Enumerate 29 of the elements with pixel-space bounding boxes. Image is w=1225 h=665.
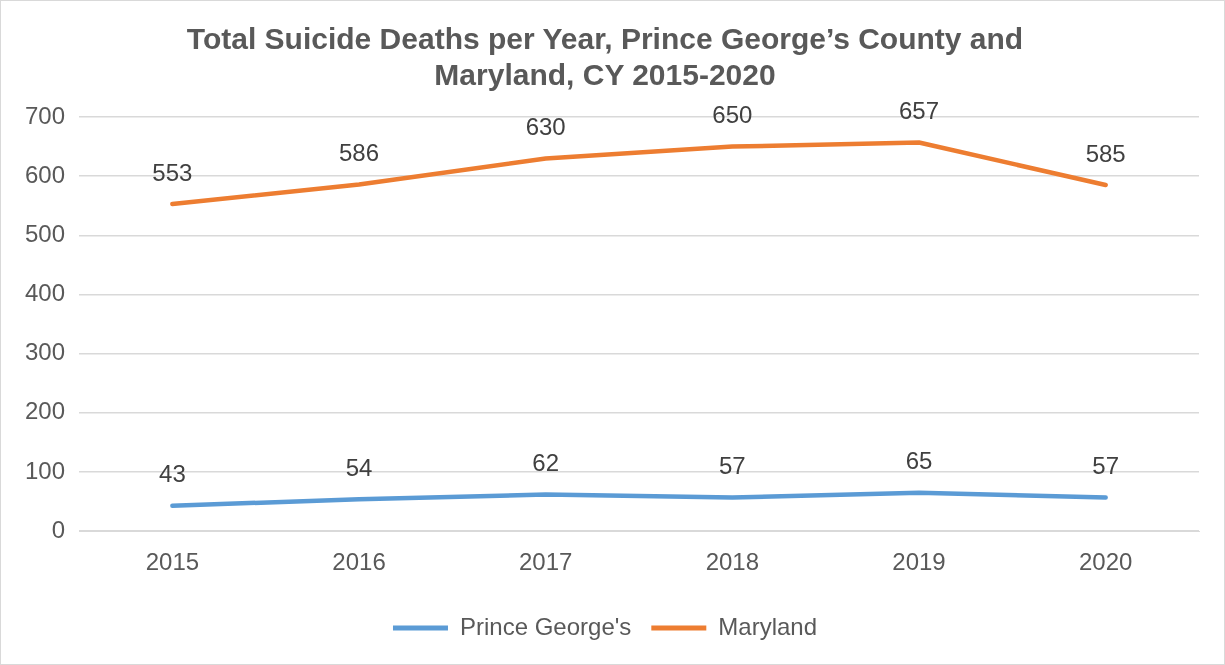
x-tick-label: 2018 — [705, 548, 760, 576]
legend-label: Prince George's — [459, 612, 632, 640]
data-label: 586 — [339, 139, 380, 167]
data-label: 57 — [719, 452, 746, 480]
x-tick-label: 2020 — [1078, 548, 1133, 576]
data-label: 65 — [905, 447, 933, 475]
data-label: 585 — [1085, 139, 1126, 167]
data-label: 43 — [159, 460, 186, 488]
y-tick-label: 400 — [25, 279, 66, 307]
y-tick-label: 700 — [25, 101, 66, 129]
y-tick-label: 0 — [51, 515, 66, 543]
x-tick-label: 2016 — [332, 548, 386, 576]
x-tick-label: 2017 — [519, 548, 573, 576]
chart-title: Total Suicide Deaths per Year, Prince George’s County and Maryland, CY 2015-2020 — [186, 22, 1024, 92]
y-tick-label: 200 — [25, 397, 66, 425]
data-label: 54 — [345, 453, 373, 481]
y-tick-label: 300 — [25, 338, 66, 366]
data-label: 657 — [898, 97, 940, 125]
data-label: 553 — [152, 158, 193, 186]
legend-label: Maryland — [718, 612, 818, 640]
x-tick-label: 2019 — [892, 548, 946, 576]
data-label: 650 — [712, 101, 753, 129]
y-tick-label: 500 — [25, 219, 66, 247]
x-tick-label: 2015 — [145, 548, 200, 576]
y-tick-label: 100 — [25, 456, 66, 484]
data-label: 57 — [1092, 452, 1120, 480]
data-label: 630 — [525, 113, 566, 141]
y-tick-label: 600 — [25, 160, 66, 188]
data-label: 62 — [532, 449, 560, 477]
